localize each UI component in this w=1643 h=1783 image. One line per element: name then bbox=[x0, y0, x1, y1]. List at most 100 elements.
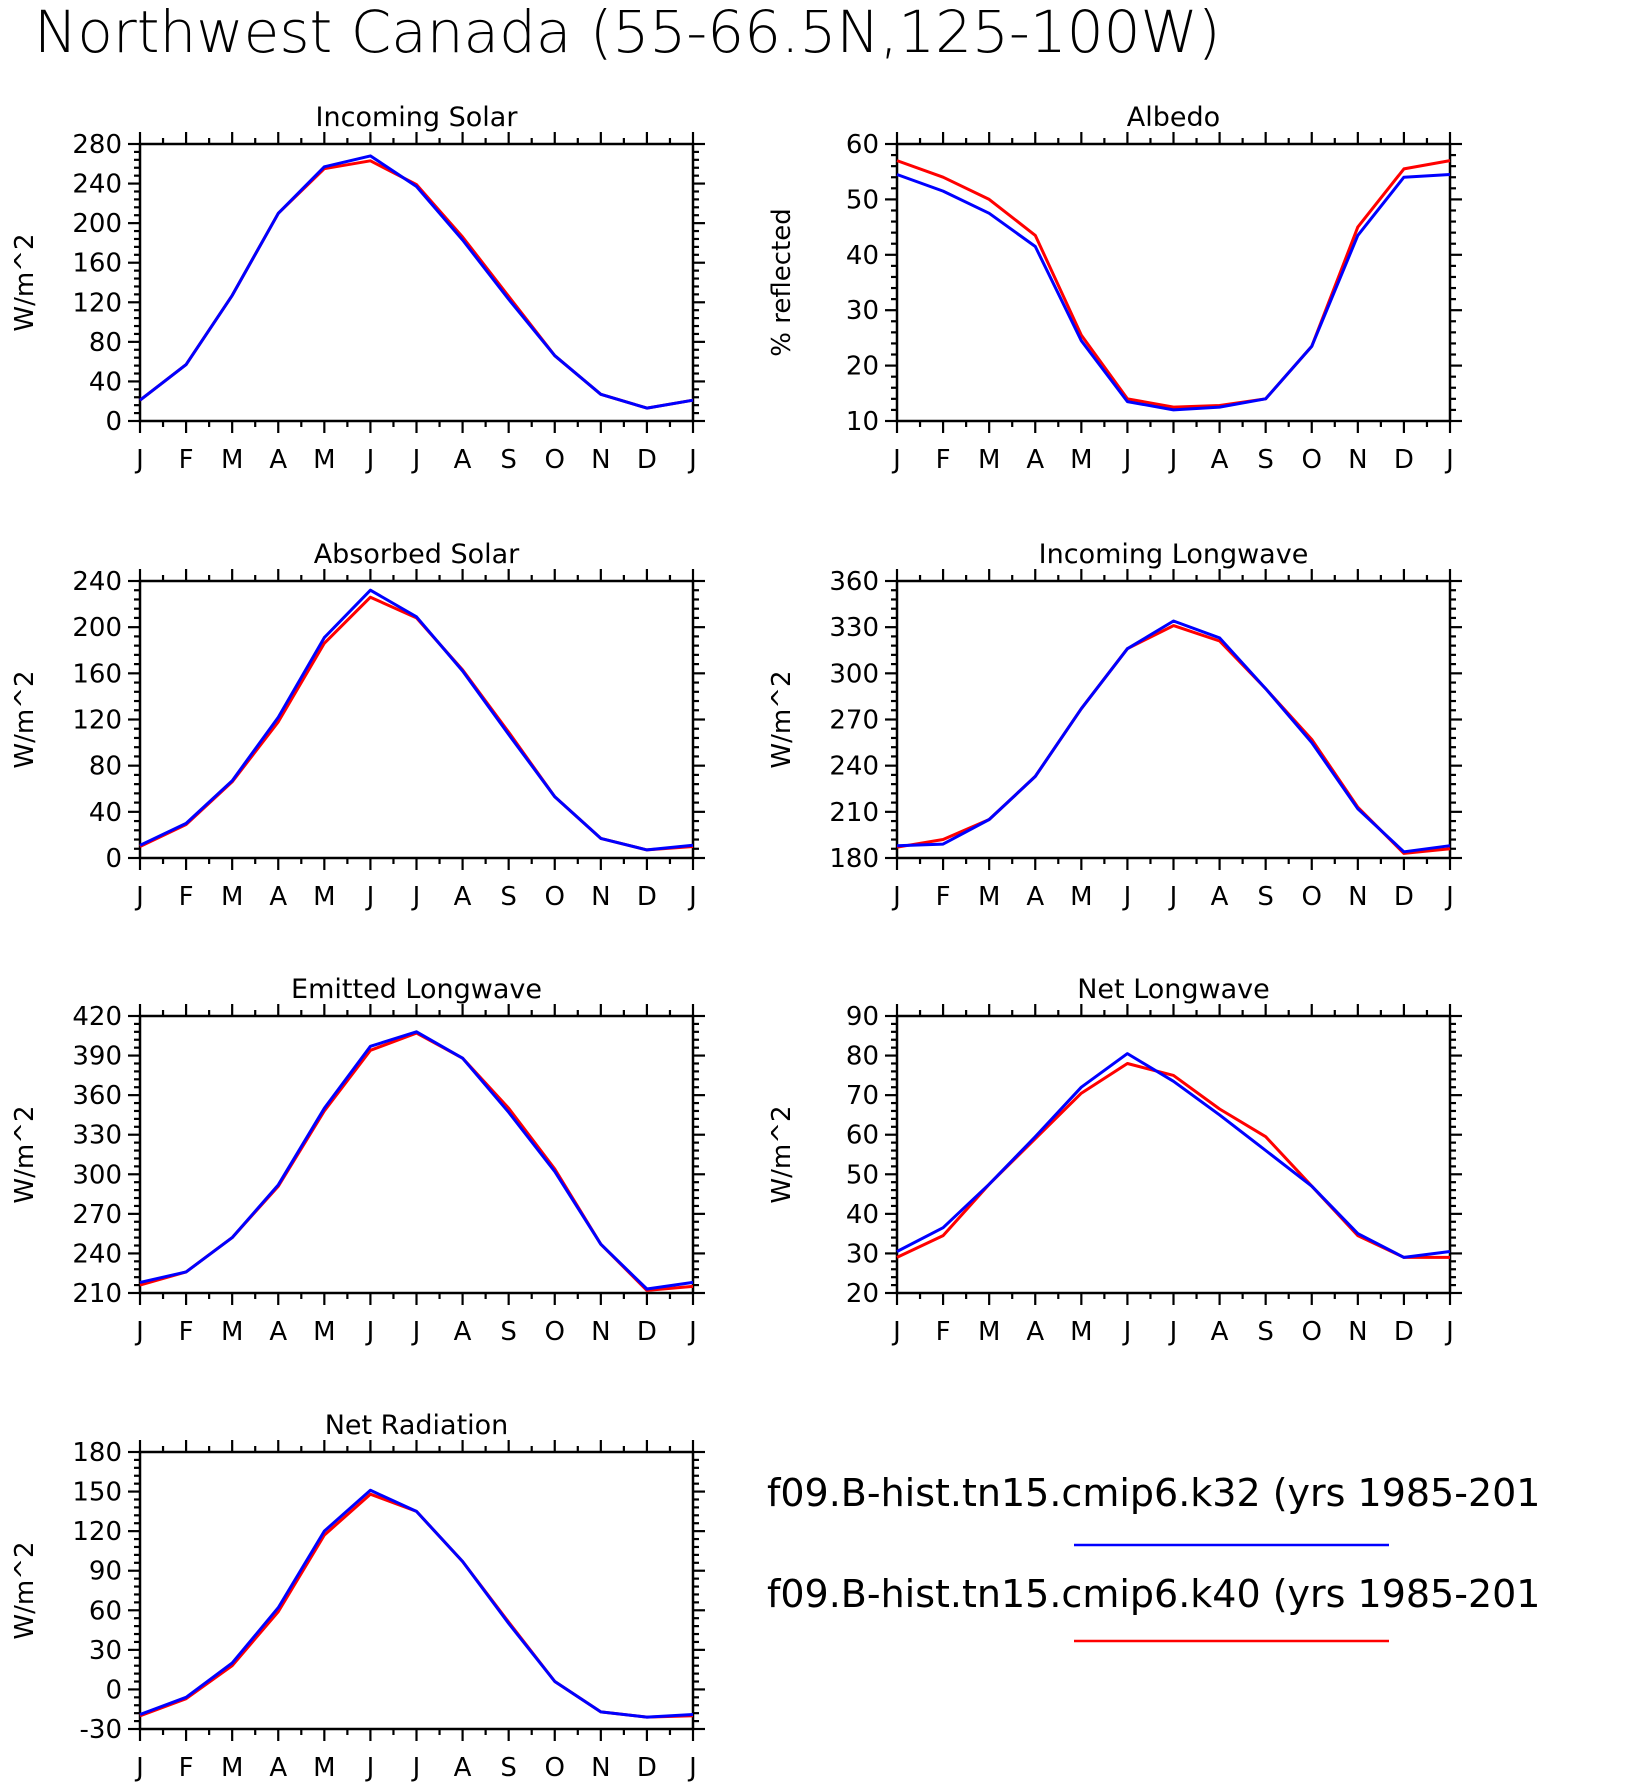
plot-frame bbox=[138, 1450, 695, 1731]
x-tick-label: O bbox=[1302, 882, 1322, 912]
x-tick-label: O bbox=[545, 445, 565, 475]
x-tick-label: M bbox=[221, 445, 243, 475]
y-tick-label: 240 bbox=[72, 170, 122, 200]
x-tick-label: J bbox=[1444, 882, 1454, 912]
plot-frame bbox=[138, 579, 695, 860]
y-tick-label: 40 bbox=[846, 241, 879, 271]
x-tick-label: J bbox=[365, 882, 375, 912]
x-tick-label: M bbox=[1070, 445, 1092, 475]
panel-title: Albedo bbox=[1127, 102, 1220, 133]
series-line-k32 bbox=[896, 1052, 1451, 1259]
x-tick-label: J bbox=[1122, 1317, 1132, 1347]
series-line-k32 bbox=[139, 1030, 694, 1291]
x-tick-label: J bbox=[134, 445, 144, 475]
x-tick-label: A bbox=[454, 1753, 472, 1783]
y-tick-label: 30 bbox=[846, 1239, 879, 1269]
x-tick-label: J bbox=[411, 445, 421, 475]
y-tick-label: 40 bbox=[846, 1200, 879, 1230]
x-tick-label: F bbox=[179, 1753, 194, 1783]
series-line-k32 bbox=[139, 588, 694, 852]
y-axis-label: W/m^2 bbox=[10, 1105, 40, 1203]
y-tick-label: 240 bbox=[72, 567, 122, 597]
x-tick-label: D bbox=[1394, 445, 1414, 475]
series-line-k40 bbox=[896, 159, 1451, 409]
x-tick-label: J bbox=[1122, 882, 1132, 912]
x-tick-label: J bbox=[1444, 1317, 1454, 1347]
y-tick-label: 240 bbox=[72, 1239, 122, 1269]
x-tick-label: J bbox=[1168, 445, 1178, 475]
x-tick-label: M bbox=[978, 882, 1000, 912]
y-tick-label: 280 bbox=[72, 130, 122, 160]
x-tick-label: M bbox=[221, 882, 243, 912]
series-line-k40 bbox=[896, 1062, 1450, 1259]
y-tick-label: 90 bbox=[89, 1557, 122, 1587]
y-axis-label: W/m^2 bbox=[10, 1541, 40, 1639]
y-tick-label: 30 bbox=[846, 296, 879, 326]
x-tick-label: J bbox=[134, 1317, 144, 1347]
x-tick-label: D bbox=[637, 445, 657, 475]
y-tick-label: 0 bbox=[105, 1675, 122, 1705]
x-tick-label: A bbox=[1026, 882, 1044, 912]
y-tick-label: 90 bbox=[846, 1002, 879, 1032]
x-tick-label: A bbox=[1211, 882, 1229, 912]
plot-frame bbox=[895, 142, 1452, 423]
y-axis-label: W/m^2 bbox=[767, 670, 797, 768]
y-tick-label: 180 bbox=[72, 1438, 122, 1468]
x-tick-label: F bbox=[936, 882, 951, 912]
x-tick-label: D bbox=[637, 882, 657, 912]
x-tick-label: F bbox=[936, 1317, 951, 1347]
y-tick-label: 80 bbox=[89, 752, 122, 782]
y-tick-label: 300 bbox=[829, 659, 879, 689]
plot-frame bbox=[895, 1014, 1452, 1295]
x-tick-label: N bbox=[1348, 882, 1367, 912]
y-axis-label: % reflected bbox=[767, 208, 797, 356]
x-tick-label: N bbox=[591, 1753, 610, 1783]
y-axis-label: W/m^2 bbox=[767, 1105, 797, 1203]
x-tick-label: J bbox=[687, 1753, 697, 1783]
y-tick-label: 200 bbox=[72, 613, 122, 643]
y-tick-label: 50 bbox=[846, 185, 879, 215]
x-tick-label: J bbox=[134, 882, 144, 912]
x-tick-label: J bbox=[365, 445, 375, 475]
x-tick-label: O bbox=[1302, 445, 1322, 475]
panel-title: Emitted Longwave bbox=[291, 974, 542, 1005]
x-tick-label: O bbox=[545, 1317, 565, 1347]
x-tick-label: O bbox=[1302, 1317, 1322, 1347]
x-tick-label: N bbox=[591, 1317, 610, 1347]
y-tick-label: 80 bbox=[846, 1042, 879, 1072]
y-tick-label: 10 bbox=[846, 407, 879, 437]
x-tick-label: M bbox=[978, 445, 1000, 475]
y-tick-label: 210 bbox=[829, 798, 879, 828]
x-tick-label: D bbox=[1394, 1317, 1414, 1347]
x-tick-label: M bbox=[1070, 882, 1092, 912]
y-tick-label: 160 bbox=[72, 249, 122, 279]
x-tick-label: J bbox=[687, 1317, 697, 1347]
x-tick-label: A bbox=[1211, 1317, 1229, 1347]
y-tick-label: 270 bbox=[72, 1200, 122, 1230]
y-axis-label: W/m^2 bbox=[10, 670, 40, 768]
x-tick-label: J bbox=[891, 1317, 901, 1347]
x-tick-label: S bbox=[500, 1753, 517, 1783]
x-tick-label: J bbox=[1168, 1317, 1178, 1347]
y-tick-label: 120 bbox=[72, 288, 122, 318]
y-tick-label: 60 bbox=[89, 1596, 122, 1626]
y-tick-label: 300 bbox=[72, 1160, 122, 1190]
x-tick-label: M bbox=[313, 445, 335, 475]
x-tick-label: S bbox=[500, 882, 517, 912]
y-tick-label: 270 bbox=[829, 706, 879, 736]
series-line-k40 bbox=[139, 595, 694, 852]
x-tick-label: J bbox=[687, 445, 697, 475]
y-tick-label: 210 bbox=[72, 1279, 122, 1309]
y-tick-label: 120 bbox=[72, 706, 122, 736]
x-tick-label: J bbox=[1168, 882, 1178, 912]
x-tick-label: M bbox=[978, 1317, 1000, 1347]
y-tick-label: 0 bbox=[105, 844, 122, 874]
x-tick-label: J bbox=[411, 882, 421, 912]
panel-title: Net Longwave bbox=[1077, 974, 1270, 1005]
y-tick-label: 120 bbox=[72, 1517, 122, 1547]
